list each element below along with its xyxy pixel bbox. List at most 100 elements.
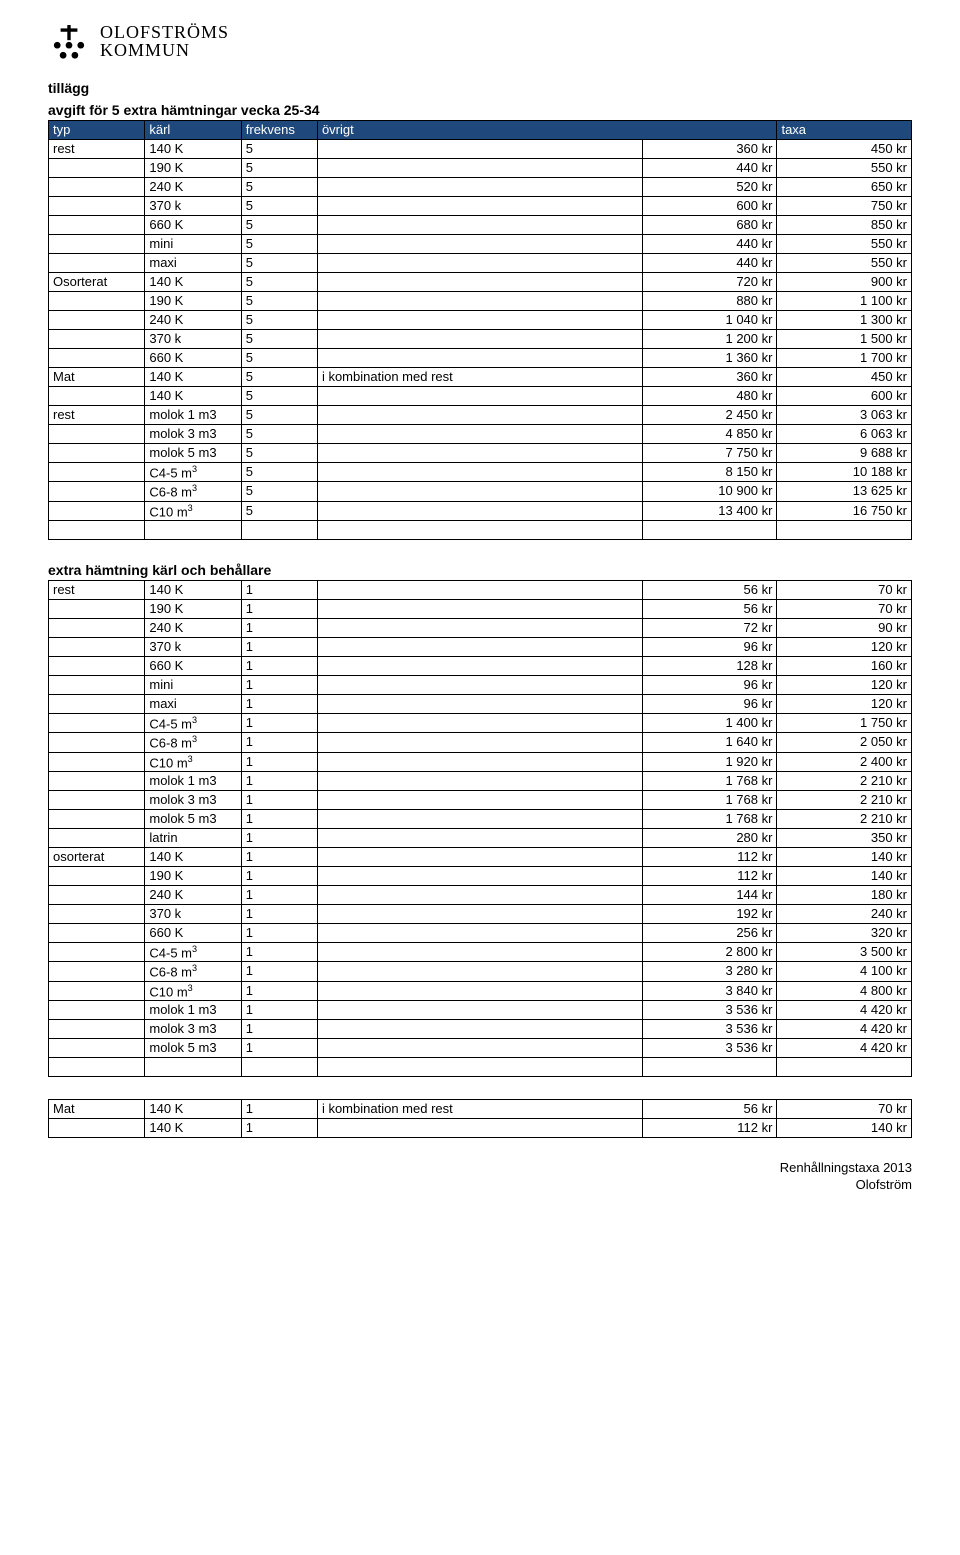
cell-pris: 3 536 kr bbox=[642, 1000, 776, 1019]
cell-frek: 1 bbox=[241, 599, 317, 618]
cell-taxa: 2 050 kr bbox=[777, 733, 912, 752]
cell-pris: 192 kr bbox=[642, 904, 776, 923]
cell-pris: 440 kr bbox=[642, 235, 777, 254]
cell-frek: 1 bbox=[241, 942, 317, 961]
cell-ovr bbox=[317, 1019, 642, 1038]
cell-karl: molok 3 m3 bbox=[145, 1019, 241, 1038]
cell-ovr bbox=[317, 197, 642, 216]
cell-frek: 5 bbox=[241, 235, 317, 254]
cell-frek: 1 bbox=[241, 694, 317, 713]
cell-karl: C4-5 m3 bbox=[145, 463, 241, 482]
footer-line2: Olofström bbox=[48, 1177, 912, 1194]
cell-karl: 660 K bbox=[145, 349, 241, 368]
cell-ovr bbox=[317, 733, 642, 752]
table-row: 370 k51 200 kr1 500 kr bbox=[49, 330, 912, 349]
cell-typ bbox=[49, 694, 145, 713]
cell-karl: 140 K bbox=[145, 1099, 241, 1118]
cell-typ bbox=[49, 501, 145, 520]
table-row: 190 K1112 kr140 kr bbox=[49, 866, 912, 885]
cell-karl: C6-8 m3 bbox=[145, 482, 241, 501]
cell-frek: 1 bbox=[241, 1118, 317, 1137]
cell-typ bbox=[49, 349, 145, 368]
cell-karl: 140 K bbox=[145, 1118, 241, 1137]
cell-frek: 5 bbox=[241, 254, 317, 273]
cell-pris: 256 kr bbox=[642, 923, 776, 942]
cell-ovr bbox=[317, 1000, 642, 1019]
cell-karl: 660 K bbox=[145, 216, 241, 235]
cell-frek: 5 bbox=[241, 368, 317, 387]
cell-typ bbox=[49, 216, 145, 235]
cell-typ bbox=[49, 771, 145, 790]
cell-ovr bbox=[317, 694, 642, 713]
cell-typ bbox=[49, 904, 145, 923]
cell-typ bbox=[49, 656, 145, 675]
table-row: 240 K51 040 kr1 300 kr bbox=[49, 311, 912, 330]
cell-taxa: 120 kr bbox=[777, 637, 912, 656]
cell-frek: 1 bbox=[241, 847, 317, 866]
cell-taxa: 1 100 kr bbox=[777, 292, 912, 311]
footer-line1: Renhållningstaxa 2013 bbox=[48, 1160, 912, 1177]
cell-typ bbox=[49, 463, 145, 482]
cell-pris: 440 kr bbox=[642, 254, 777, 273]
cell-taxa: 850 kr bbox=[777, 216, 912, 235]
cell-pris: 1 768 kr bbox=[642, 809, 776, 828]
cell-ovr bbox=[317, 482, 642, 501]
cell-taxa: 140 kr bbox=[777, 847, 912, 866]
cell-taxa: 550 kr bbox=[777, 159, 912, 178]
table-row: molok 3 m313 536 kr4 420 kr bbox=[49, 1019, 912, 1038]
cell-taxa: 2 210 kr bbox=[777, 771, 912, 790]
table-row-blank bbox=[49, 1057, 912, 1076]
table-row: 140 K5480 kr600 kr bbox=[49, 387, 912, 406]
cell-karl: molok 5 m3 bbox=[145, 444, 241, 463]
table-row: rest140 K156 kr70 kr bbox=[49, 580, 912, 599]
cell-typ bbox=[49, 1019, 145, 1038]
table-row: molok 5 m311 768 kr2 210 kr bbox=[49, 809, 912, 828]
cell-typ bbox=[49, 828, 145, 847]
table-row: osorterat140 K1112 kr140 kr bbox=[49, 847, 912, 866]
cell-frek: 1 bbox=[241, 1038, 317, 1057]
cell-taxa: 70 kr bbox=[777, 580, 912, 599]
cell-frek: 1 bbox=[241, 790, 317, 809]
cell-frek: 5 bbox=[241, 387, 317, 406]
table-row: 370 k1192 kr240 kr bbox=[49, 904, 912, 923]
table-row: 240 K1144 kr180 kr bbox=[49, 885, 912, 904]
cell-ovr bbox=[317, 406, 642, 425]
cell-ovr bbox=[317, 847, 642, 866]
cell-taxa: 750 kr bbox=[777, 197, 912, 216]
table-mat: Mat140 K1i kombination med rest56 kr70 k… bbox=[48, 1099, 912, 1138]
cell-karl: 240 K bbox=[145, 618, 241, 637]
cell-karl: molok 1 m3 bbox=[145, 771, 241, 790]
table-row: C6-8 m311 640 kr2 050 kr bbox=[49, 733, 912, 752]
table-row: latrin1280 kr350 kr bbox=[49, 828, 912, 847]
table-row: C6-8 m313 280 kr4 100 kr bbox=[49, 962, 912, 981]
cell-ovr bbox=[317, 216, 642, 235]
cell-typ bbox=[49, 1000, 145, 1019]
cell-frek: 5 bbox=[241, 425, 317, 444]
cell-ovr bbox=[317, 618, 642, 637]
cell-karl: 190 K bbox=[145, 866, 241, 885]
cell-ovr bbox=[317, 981, 642, 1000]
cell-ovr bbox=[317, 501, 642, 520]
cell-pris: 3 840 kr bbox=[642, 981, 776, 1000]
cell-pris: 112 kr bbox=[642, 1118, 776, 1137]
cell-frek: 1 bbox=[241, 675, 317, 694]
table-row: 660 K5680 kr850 kr bbox=[49, 216, 912, 235]
cell-typ: rest bbox=[49, 140, 145, 159]
cell-frek: 1 bbox=[241, 752, 317, 771]
table-row: C4-5 m311 400 kr1 750 kr bbox=[49, 713, 912, 732]
table-row: 660 K1256 kr320 kr bbox=[49, 923, 912, 942]
cell-typ: Mat bbox=[49, 1099, 145, 1118]
cell-typ bbox=[49, 197, 145, 216]
cell-ovr bbox=[317, 904, 642, 923]
cell-pris: 3 280 kr bbox=[642, 962, 776, 981]
cell-pris: 56 kr bbox=[642, 580, 776, 599]
table-extra: rest140 K156 kr70 kr190 K156 kr70 kr240 … bbox=[48, 580, 912, 1077]
cell-taxa: 2 400 kr bbox=[777, 752, 912, 771]
cell-typ bbox=[49, 235, 145, 254]
cell-taxa: 2 210 kr bbox=[777, 809, 912, 828]
cell-frek: 1 bbox=[241, 1019, 317, 1038]
cell-typ: rest bbox=[49, 580, 145, 599]
cell-ovr bbox=[317, 599, 642, 618]
cell-taxa: 600 kr bbox=[777, 387, 912, 406]
cell-taxa: 3 063 kr bbox=[777, 406, 912, 425]
